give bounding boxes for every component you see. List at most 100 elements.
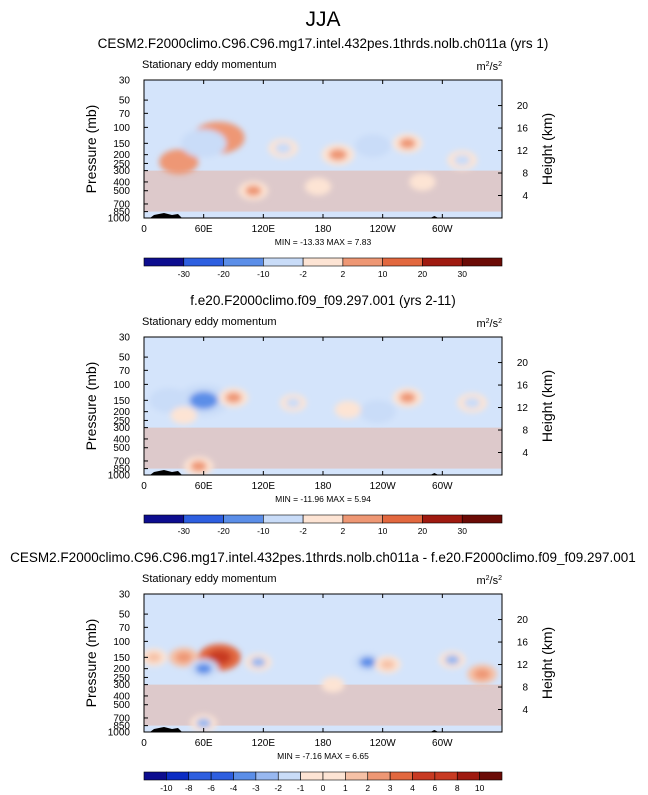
field-core: [473, 668, 491, 680]
colorbar-swatch: [300, 771, 324, 781]
colorbar-label: 4: [410, 783, 415, 793]
colorbar: -30 -20 -10 -2 2 10 20 30: [143, 514, 503, 536]
colorbar-swatch: [223, 257, 264, 267]
field-core: [158, 393, 180, 408]
field-core: [326, 680, 340, 689]
plot-subtitle: Stationary eddy momentum: [142, 59, 277, 71]
x-tick-label: 60E: [195, 481, 213, 492]
topography-asia: [150, 727, 182, 732]
field-core: [310, 181, 326, 192]
colorbar-label: 0: [321, 783, 326, 793]
colorbar-label: 2: [341, 526, 346, 536]
colorbar-label: -20: [217, 526, 230, 536]
y-tick-label: 250: [113, 416, 130, 427]
colorbar-label: 10: [475, 783, 485, 793]
y-tick-label: 300: [113, 423, 130, 434]
height-tick-label: 4: [522, 448, 528, 459]
height-tick-label: 12: [517, 660, 529, 671]
colorbar-swatch: [342, 514, 383, 524]
y-tick-label: 400: [113, 434, 130, 445]
field-core: [245, 185, 262, 197]
colorbar-swatch: [434, 771, 458, 781]
y-tick-label: 250: [113, 159, 130, 170]
topography-asia: [150, 213, 182, 218]
x-tick-label: 120E: [252, 224, 276, 235]
field-core: [454, 154, 471, 166]
y-tick-label: 1000: [108, 214, 131, 225]
colorbar-swatch: [277, 771, 301, 781]
units-label: m2/s2: [476, 575, 502, 587]
colorbar-swatch: [183, 514, 224, 524]
y-tick-label: 30: [119, 590, 131, 601]
colorbar-swatch: [166, 771, 190, 781]
x-tick-label: 120W: [370, 481, 397, 492]
y-tick-label: 1000: [108, 728, 131, 739]
field-core: [275, 142, 292, 154]
field-core: [367, 405, 388, 418]
colorbar-swatch: [143, 771, 167, 781]
y-tick-label: 700: [113, 199, 130, 210]
colorbar-swatch: [188, 771, 212, 781]
field-core: [195, 663, 212, 674]
height-tick-label: 16: [517, 381, 529, 392]
x-tick-label: 120E: [252, 481, 276, 492]
x-tick-label: 0: [141, 738, 147, 749]
field-core: [189, 391, 218, 410]
topography-asia: [150, 470, 182, 475]
colorbar-swatch: [389, 771, 413, 781]
height-tick-label: 8: [522, 426, 528, 437]
panel-title: CESM2.F2000climo.C96.C96.mg17.intel.432p…: [10, 550, 636, 565]
min-max-stats: MIN = -11.96 MAX = 5.94: [275, 494, 371, 504]
chart-panel-1: CESM2.F2000climo.C96.C96.mg17.intel.432p…: [83, 36, 555, 279]
x-tick-label: 60W: [432, 738, 453, 749]
colorbar-label: 3: [388, 783, 393, 793]
colorbar-swatch: [183, 257, 224, 267]
y-tick-label: 150: [113, 653, 130, 664]
colorbar-swatch: [461, 514, 503, 524]
height-tick-label: 12: [517, 146, 529, 157]
field-features: [149, 384, 487, 475]
colorbar-swatch: [367, 771, 391, 781]
height-tick-label: 20: [517, 358, 529, 369]
panel-title: CESM2.F2000climo.C96.C96.mg17.intel.432p…: [98, 36, 549, 51]
y-tick-label: 400: [113, 177, 130, 188]
colorbar-label: 30: [457, 526, 467, 536]
colorbar-swatch: [345, 771, 369, 781]
colorbar-swatch: [263, 514, 304, 524]
plot-area: [144, 594, 502, 732]
field-core: [196, 718, 211, 729]
y-tick-label: 30: [119, 333, 131, 344]
height-tick-label: 20: [517, 101, 529, 112]
field-core: [340, 404, 356, 415]
y-tick-label: 300: [113, 166, 130, 177]
colorbar-swatch: [412, 771, 436, 781]
height-tick-label: 8: [522, 683, 528, 694]
y-tick-label: 200: [113, 150, 130, 161]
colorbar-label: -6: [207, 783, 215, 793]
x-tick-label: 180: [315, 224, 332, 235]
y-tick-label: 100: [113, 380, 130, 391]
colorbar-label: 6: [433, 783, 438, 793]
field-core: [399, 392, 416, 403]
field-core: [225, 392, 242, 403]
height-tick-label: 16: [517, 124, 529, 135]
height-tick-label: 20: [517, 615, 529, 626]
colorbar-swatch: [461, 257, 503, 267]
colorbar-label: 20: [418, 526, 428, 536]
y-tick-label: 500: [113, 443, 130, 454]
height-tick-label: 16: [517, 638, 529, 649]
plot-subtitle: Stationary eddy momentum: [142, 316, 277, 328]
field-core: [464, 397, 481, 409]
chart-panel-3: CESM2.F2000climo.C96.C96.mg17.intel.432p…: [10, 550, 636, 793]
x-tick-label: 180: [315, 481, 332, 492]
panel-title: f.e20.F2000climo.f09_f09.297.001 (yrs 2-…: [190, 293, 455, 308]
chart-panel-2: f.e20.F2000climo.f09_f09.297.001 (yrs 2-…: [83, 293, 555, 536]
y-tick-label: 70: [119, 623, 131, 634]
colorbar-label: -10: [257, 269, 270, 279]
colorbar-label: 20: [418, 269, 428, 279]
y-tick-label: 300: [113, 680, 130, 691]
y-tick-label: 100: [113, 123, 130, 134]
colorbar-label: -20: [217, 269, 230, 279]
y-tick-label: 400: [113, 691, 130, 702]
field-core: [191, 135, 217, 152]
